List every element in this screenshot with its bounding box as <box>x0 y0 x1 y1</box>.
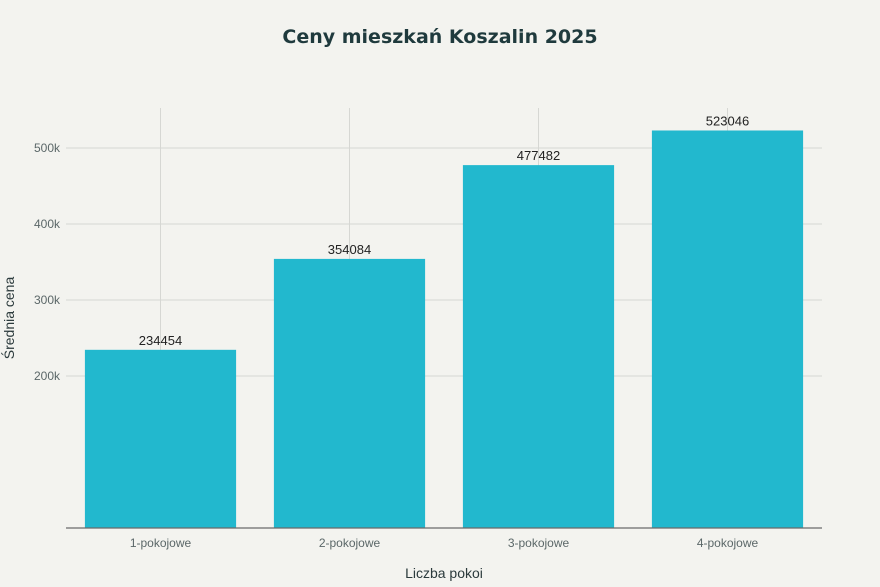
bars <box>84 130 804 528</box>
data-labels: 234454 354084 477482 523046 <box>139 113 749 347</box>
bar-value-label: 477482 <box>517 148 560 163</box>
x-tick-label: 1-pokojowe <box>130 536 192 550</box>
x-tick-labels: 1-pokojowe 2-pokojowe 3-pokojowe 4-pokojowe <box>130 536 759 550</box>
y-tick-label: 300k <box>34 293 61 307</box>
y-tick-label: 200k <box>34 369 61 383</box>
bar <box>651 130 804 528</box>
bar <box>84 349 237 528</box>
bar <box>273 258 426 528</box>
bar-value-label: 523046 <box>706 113 749 128</box>
x-tick-label: 3-pokojowe <box>508 536 570 550</box>
x-tick-label: 2-pokojowe <box>319 536 381 550</box>
y-tick-labels: 200k 300k 400k 500k <box>34 141 61 383</box>
x-tick-label: 4-pokojowe <box>697 536 759 550</box>
y-tick-label: 500k <box>34 141 61 155</box>
bar-value-label: 354084 <box>328 242 371 257</box>
bar <box>462 165 615 528</box>
bar-value-label: 234454 <box>139 333 182 348</box>
y-axis-title: Średnia cena <box>0 277 17 360</box>
y-tick-label: 400k <box>34 217 61 231</box>
x-axis-title: Liczba pokoi <box>405 565 483 581</box>
chart-title: Ceny mieszkań Koszalin 2025 <box>282 26 597 48</box>
